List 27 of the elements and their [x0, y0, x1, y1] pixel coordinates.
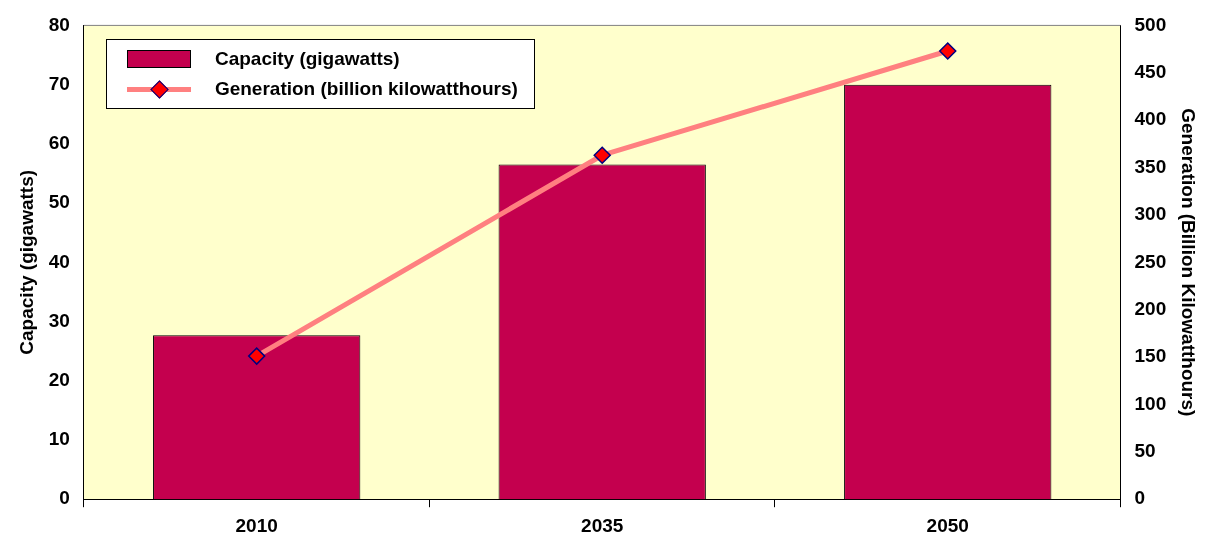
- y-axis-title: Capacity (gigawatts): [15, 169, 37, 355]
- y-tick-label: 60: [48, 132, 70, 154]
- x-tick-label: 2010: [235, 514, 278, 536]
- y-tick-label: 40: [48, 250, 70, 272]
- y2-tick-label: 100: [1134, 392, 1167, 414]
- x-tick-label: 2035: [581, 514, 624, 536]
- y-tick-label: 20: [48, 368, 70, 390]
- y-tick-label: 50: [48, 191, 70, 213]
- y-tick-label: 80: [48, 13, 70, 35]
- y2-tick-label: 150: [1134, 345, 1167, 367]
- y2-tick-label: 300: [1134, 203, 1167, 225]
- y2-tick-label: 500: [1134, 13, 1167, 35]
- y-tick-label: 10: [48, 428, 70, 450]
- y2-tick-label: 200: [1134, 297, 1167, 319]
- y-tick-label: 0: [59, 487, 70, 509]
- y2-tick-label: 0: [1134, 487, 1146, 509]
- y2-tick-label: 400: [1134, 108, 1167, 130]
- legend-label: Capacity (gigawatts): [214, 48, 400, 71]
- y2-tick-label: 250: [1134, 250, 1167, 272]
- y2-tick-label: 350: [1134, 155, 1167, 177]
- y2-tick-label: 450: [1134, 61, 1167, 83]
- x-tick-label: 2050: [926, 514, 969, 536]
- y2-tick-label: 50: [1134, 440, 1156, 462]
- y2-axis-title: Generation (Billion Kilowatthours): [1178, 108, 1200, 417]
- legend-label: Generation (billion kilowatthours): [214, 78, 518, 101]
- y-tick-label: 70: [48, 72, 70, 94]
- y-tick-label: 30: [48, 309, 70, 331]
